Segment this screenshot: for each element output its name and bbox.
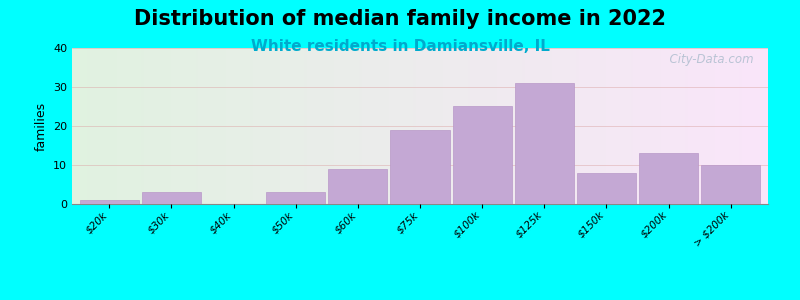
Bar (701, 165, 760, 204)
Bar (453, 106, 512, 204)
Bar (266, 192, 326, 204)
Y-axis label: families: families (34, 101, 47, 151)
Bar (577, 173, 636, 204)
Text: Distribution of median family income in 2022: Distribution of median family income in … (134, 9, 666, 29)
Text: White residents in Damiansville, IL: White residents in Damiansville, IL (250, 39, 550, 54)
Bar (390, 130, 450, 204)
Bar (328, 169, 387, 204)
Bar (142, 192, 201, 204)
Bar (639, 153, 698, 204)
Bar (80, 200, 139, 204)
Text: City-Data.com: City-Data.com (662, 53, 754, 66)
Bar (514, 83, 574, 204)
